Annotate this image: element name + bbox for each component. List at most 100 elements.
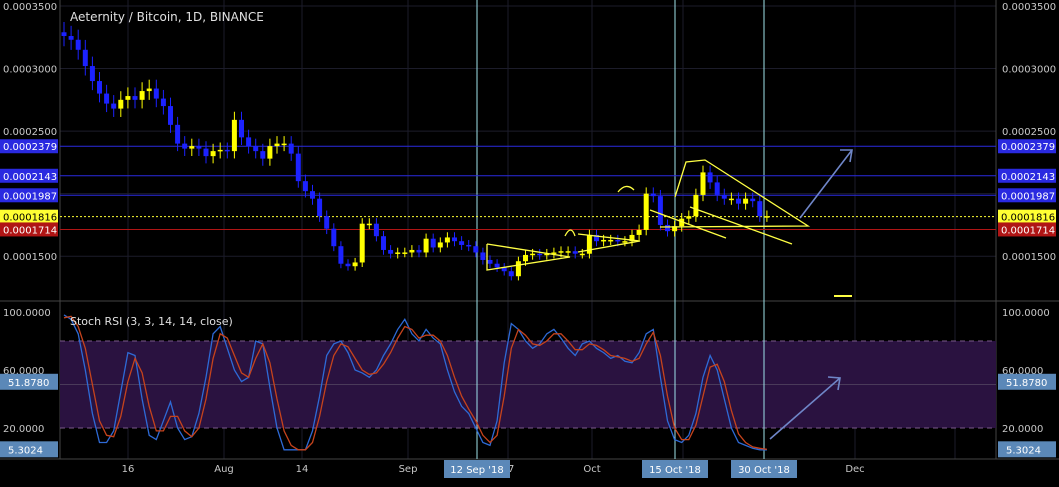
price-tick-right: 0.0003500 — [1002, 2, 1056, 13]
rsi-value-tag-label: 51.8780 — [8, 378, 49, 389]
rsi-line-d — [63, 315, 767, 451]
price-tag-label: 0.0002379 — [3, 142, 57, 153]
candle-body — [586, 234, 592, 254]
price-tag — [998, 139, 1056, 154]
candle-body — [537, 253, 543, 256]
price-tick-left: 0.0003500 — [3, 2, 57, 13]
rsi-title: Stoch RSI (3, 3, 14, 14, close) — [70, 315, 233, 328]
candle-body — [679, 218, 685, 227]
candle-body — [515, 261, 521, 277]
time-tick: 16 — [122, 464, 135, 475]
candle-body — [246, 137, 252, 147]
candle-body — [736, 198, 741, 204]
candle-body — [281, 143, 287, 146]
candle-body — [324, 216, 330, 229]
date-marker-label: 12 Sep '18 — [450, 465, 503, 476]
candle-body — [544, 253, 550, 256]
time-tick: Oct — [583, 464, 600, 475]
candles — [61, 21, 770, 281]
price-tag-label: 0.0002143 — [1001, 172, 1055, 183]
candle-body — [352, 262, 358, 267]
candle-body — [373, 223, 379, 237]
time-tick: Dec — [845, 464, 864, 475]
price-tick-right: 0.0003000 — [1002, 65, 1056, 76]
arc-mark — [564, 229, 576, 237]
trend-line — [649, 209, 727, 239]
candle-body — [487, 259, 493, 264]
candle-body — [643, 193, 649, 230]
price-tick-right: 0.0001500 — [1002, 252, 1056, 263]
price-tick-left: 0.0002500 — [3, 127, 57, 138]
candle-body — [423, 238, 429, 253]
candle-body — [75, 39, 81, 50]
price-tag-label: 0.0002379 — [1001, 142, 1055, 153]
price-tag-label: 0.0001714 — [1001, 225, 1055, 236]
candle-body — [338, 246, 344, 264]
candle-body — [615, 239, 621, 242]
candle-body — [444, 237, 450, 243]
candle-body — [118, 99, 124, 109]
candle-body — [153, 88, 159, 99]
date-marker-tag — [444, 460, 510, 478]
candle-body — [728, 198, 734, 201]
candle-body — [608, 239, 614, 242]
candle-body — [437, 242, 443, 248]
candle-body — [416, 249, 422, 253]
candle-body — [672, 226, 678, 232]
candle-body — [160, 98, 166, 107]
flag-pattern — [659, 159, 811, 228]
candle-body — [707, 172, 713, 183]
price-tag-label: 0.0001714 — [3, 225, 57, 236]
candle-body — [260, 151, 266, 159]
date-marker-tag — [642, 460, 708, 478]
candle-body — [721, 194, 727, 199]
price-tag-label: 0.0001987 — [3, 191, 57, 202]
time-tick: Aug — [214, 464, 234, 475]
candle-body — [558, 251, 564, 253]
candle-body — [89, 66, 95, 82]
rsi-tick-right: 100.0000 — [1002, 308, 1050, 319]
candle-body — [473, 246, 479, 253]
candle-body — [764, 216, 770, 218]
candle-body — [253, 146, 259, 152]
candle-body — [139, 91, 145, 100]
candle-body — [175, 124, 181, 144]
candle-body — [231, 119, 237, 152]
candle-body — [430, 238, 436, 248]
rsi-tick-right: 20.0000 — [1002, 424, 1043, 435]
candle-body — [210, 151, 216, 157]
candle-body — [636, 229, 642, 235]
rsi-tick-left: 100.0000 — [3, 308, 51, 319]
price-tag — [998, 209, 1056, 224]
candle-body — [650, 193, 656, 197]
rsi-tick-left: 20.0000 — [3, 424, 44, 435]
candle-body — [381, 236, 386, 250]
date-marker-label: 15 Oct '18 — [649, 465, 701, 476]
candle-body — [686, 216, 692, 219]
candle-body — [494, 263, 500, 268]
price-tick-left: 0.0003000 — [3, 65, 57, 76]
rsi-value-tag-label: 51.8780 — [1006, 378, 1047, 389]
candle-body — [459, 241, 465, 245]
candle-body — [750, 198, 756, 202]
candle-body — [551, 252, 557, 254]
candle-body — [366, 223, 372, 226]
candle-body — [168, 106, 173, 125]
rsi-line-k — [63, 314, 767, 451]
date-marker-tag — [731, 460, 797, 478]
rsi-value-tag — [0, 373, 58, 390]
candle-body — [700, 172, 706, 195]
projection-arrows — [769, 149, 853, 440]
candle-body — [714, 182, 720, 195]
price-tag-label: 0.0001816 — [3, 213, 57, 224]
candle-body — [466, 244, 472, 247]
candle-body — [274, 143, 280, 147]
candle-body — [302, 181, 308, 192]
candle-body — [189, 146, 195, 149]
candle-body — [97, 81, 102, 94]
candle-body — [217, 149, 223, 152]
candle-body — [579, 253, 585, 256]
price-tag — [0, 139, 58, 154]
